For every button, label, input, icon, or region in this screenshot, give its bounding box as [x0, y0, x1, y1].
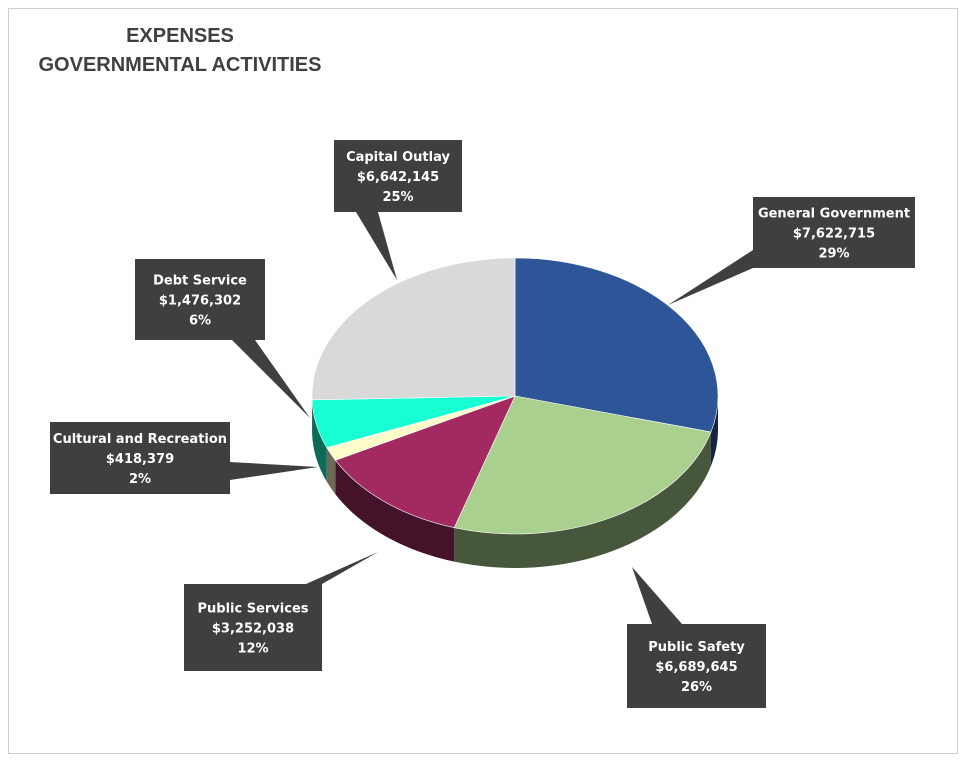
chart-title: EXPENSES GOVERNMENTAL ACTIVITIES — [0, 22, 360, 80]
callout-public-safety: Public Safety $6,689,645 26% — [627, 567, 766, 708]
callout-label: Public Safety — [648, 640, 745, 655]
pie-side-public-services — [335, 460, 455, 562]
callout-box — [334, 140, 462, 212]
pie-slice-capital-outlay — [311, 257, 516, 401]
callout-value: $6,689,645 — [655, 660, 737, 675]
callout-percent: 26% — [681, 680, 712, 695]
callout-pointer — [306, 552, 378, 584]
callout-value: $1,476,302 — [159, 294, 241, 309]
callout-label: Cultural and Recreation — [53, 432, 227, 447]
callout-percent: 29% — [818, 247, 849, 262]
callout-label: General Government — [758, 207, 910, 222]
callout-value: $7,622,715 — [793, 227, 875, 242]
pie-slice-general-government — [514, 257, 719, 433]
pie-side-cultural-and-recreation — [326, 447, 336, 495]
callout-label: Public Services — [197, 602, 308, 617]
pie-slice-public-safety — [453, 395, 712, 535]
callout-capital-outlay: Capital Outlay $6,642,145 25% — [334, 140, 462, 280]
callout-value: $418,379 — [106, 452, 174, 467]
callout-box — [184, 584, 322, 671]
chart-title-line-1: EXPENSES — [126, 25, 234, 47]
pie-side-debt-service — [312, 399, 327, 482]
callout-debt-service: Debt Service $1,476,302 6% — [135, 259, 310, 418]
chart-title-line-2: GOVERNMENTAL ACTIVITIES — [38, 54, 322, 76]
callout-pointer — [230, 462, 318, 480]
callout-pointer — [632, 567, 682, 624]
pie-side-general-government — [710, 396, 718, 467]
callout-cultural-and-recreation: Cultural and Recreation $418,379 2% — [50, 422, 318, 494]
callout-value: $6,642,145 — [357, 170, 439, 185]
pie-top — [311, 257, 719, 535]
callout-box — [627, 624, 766, 708]
callout-label: Capital Outlay — [346, 150, 450, 165]
callout-percent: 12% — [237, 642, 268, 657]
callout-general-government: General Government $7,622,715 29% — [668, 197, 915, 305]
callout-public-services: Public Services $3,252,038 12% — [184, 552, 378, 671]
callout-value: $3,252,038 — [212, 622, 294, 637]
callout-box — [50, 422, 230, 494]
callouts: General Government $7,622,715 29% Public Sa… — [50, 140, 915, 708]
callout-percent: 2% — [129, 472, 151, 487]
callout-box — [753, 197, 915, 268]
callout-label: Debt Service — [153, 274, 247, 289]
callout-percent: 6% — [189, 314, 211, 329]
callout-pointer — [668, 250, 753, 305]
callout-percent: 25% — [382, 190, 413, 205]
callout-pointer — [356, 212, 397, 280]
pie-slice-public-services — [334, 395, 516, 529]
callout-box — [135, 259, 265, 340]
callout-pointer — [232, 340, 310, 418]
